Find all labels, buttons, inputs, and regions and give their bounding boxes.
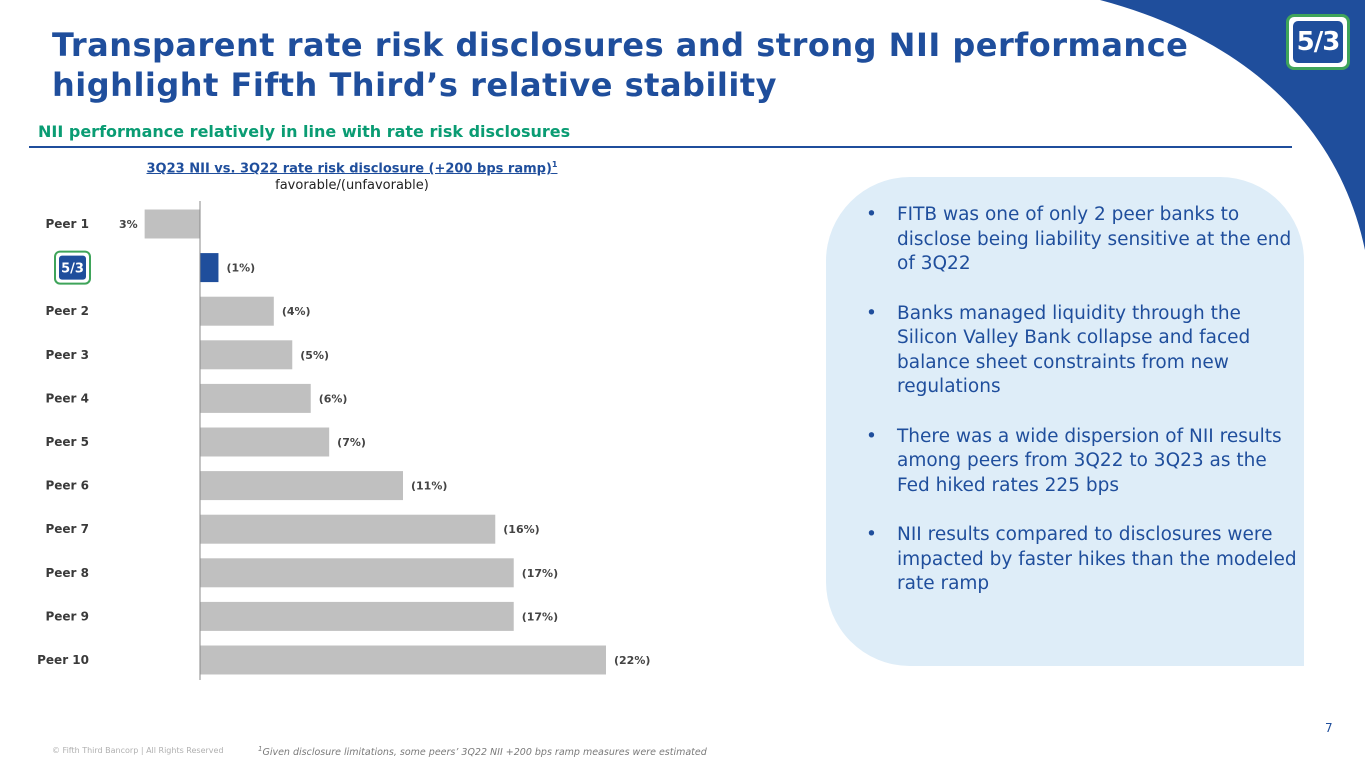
- section-subtitle: NII performance relatively in line with …: [38, 122, 571, 141]
- page-number: 7: [1325, 721, 1333, 735]
- bullet-item: • FITB was one of only 2 peer banks to di…: [860, 203, 1300, 277]
- data-label: (11%): [411, 480, 447, 493]
- data-label: (4%): [282, 305, 311, 318]
- category-label: Peer 6: [45, 479, 89, 493]
- data-label: (7%): [337, 436, 366, 449]
- logo-mark: 5/3: [1293, 21, 1343, 63]
- bullet-dot: •: [866, 204, 877, 225]
- bullet-item: • Banks managed liquidity through the Sil…: [860, 302, 1300, 400]
- bullet-item: • There was a wide dispersion of NII resu…: [860, 425, 1300, 499]
- page-title: Transparent rate risk disclosures and st…: [52, 25, 1202, 105]
- bullet-text: NII results compared to disclosures were…: [897, 524, 1297, 594]
- data-label: (22%): [614, 654, 650, 667]
- section-divider: [29, 146, 1292, 148]
- category-label: Peer 4: [45, 391, 89, 405]
- bullet-text: Banks managed liquidity through the Sili…: [897, 302, 1251, 398]
- fifth-third-logo: 5/3: [1286, 14, 1350, 70]
- chart-subtitle: favorable/(unfavorable): [275, 178, 429, 194]
- bullet-text: FITB was one of only 2 peer banks to dis…: [897, 204, 1292, 274]
- logo-icon-text: 5/3: [61, 262, 84, 277]
- bar-peer-1: [144, 209, 200, 239]
- data-label: 3%: [119, 218, 138, 231]
- bullet-dot: •: [866, 524, 877, 545]
- bullet-dot: •: [866, 302, 877, 324]
- bar-fitb: [200, 253, 219, 283]
- footnote: 1Given disclosure limitations, some peer…: [258, 745, 707, 758]
- data-label: (1%): [226, 262, 255, 275]
- data-label: (17%): [522, 610, 558, 623]
- bar-peer-8: [200, 558, 514, 588]
- bar-peer-2: [200, 296, 274, 326]
- bullet-text: There was a wide dispersion of NII resul…: [897, 425, 1282, 496]
- chart-title: 3Q23 NII vs. 3Q22 rate risk disclosure (…: [90, 156, 614, 177]
- bar-peer-6: [200, 471, 403, 501]
- title-line-1: Transparent rate risk disclosures and st…: [52, 26, 1189, 64]
- commentary-bullets: • FITB was one of only 2 peer banks to di…: [860, 203, 1300, 622]
- footnote-text: Given disclosure limitations, some peers…: [262, 747, 707, 759]
- category-label: Peer 8: [45, 566, 89, 580]
- category-label: Peer 2: [45, 304, 89, 318]
- category-label: Peer 5: [45, 435, 89, 449]
- fifth-third-logo-icon: 5/3: [54, 250, 91, 285]
- data-label: (16%): [503, 523, 539, 536]
- copyright: © Fifth Third Bancorp | All Rights Reser…: [52, 746, 224, 755]
- bar-peer-3: [200, 340, 293, 370]
- nii-bar-chart: 3% Peer 1 (1%) 5/3 (4%) Peer 2 (5%) Peer 3 (6%) P…: [37, 201, 650, 680]
- bar-peer-9: [200, 601, 514, 631]
- category-label: Peer 7: [45, 522, 89, 536]
- bar-peer-4: [200, 383, 311, 413]
- bar-peer-10: [200, 645, 606, 675]
- bar-peer-5: [200, 427, 330, 457]
- chart-title-text: 3Q23 NII vs. 3Q22 rate risk disclosure (…: [146, 161, 552, 177]
- chart-title-footnote-marker: 1: [551, 160, 558, 169]
- bullet-dot: •: [866, 425, 877, 447]
- chart-title-block: 3Q23 NII vs. 3Q22 rate risk disclosure (…: [90, 156, 614, 194]
- category-label: Peer 1: [45, 217, 89, 231]
- category-label: Peer 3: [45, 348, 89, 362]
- bullet-item: • NII results compared to disclosures wer…: [860, 523, 1300, 597]
- bar-peer-7: [200, 514, 496, 544]
- data-label: (5%): [300, 349, 329, 362]
- category-label: Peer 9: [45, 609, 89, 623]
- category-label: Peer 10: [37, 653, 89, 667]
- title-line-2: highlight Fifth Third’s relative stabili…: [52, 66, 777, 104]
- data-label: (17%): [522, 567, 558, 580]
- data-label: (6%): [319, 392, 348, 405]
- commentary-panel: [826, 177, 1304, 666]
- footnote-marker: 1: [258, 745, 263, 753]
